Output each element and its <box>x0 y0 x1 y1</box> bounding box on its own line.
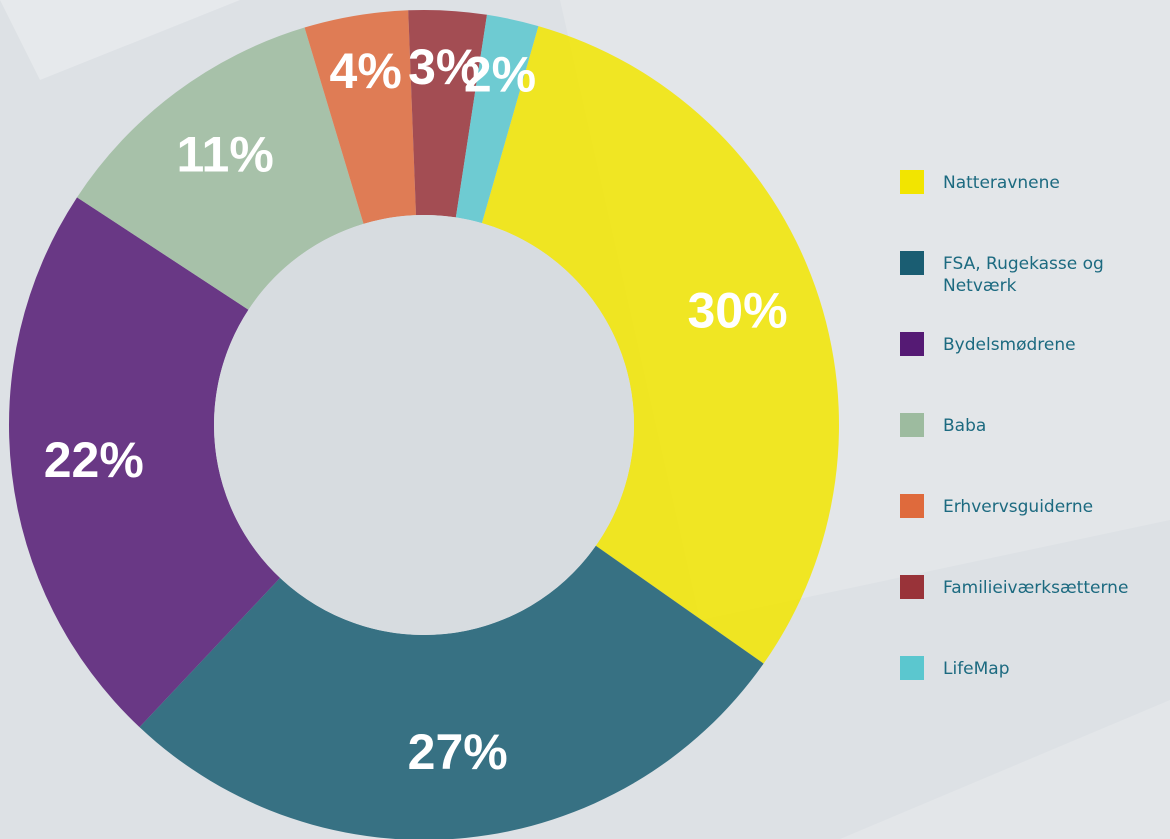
legend-swatch <box>900 656 924 680</box>
donut-hole <box>214 215 634 635</box>
data-label: 4% <box>330 43 402 99</box>
legend-label: Baba <box>943 415 1113 437</box>
legend-swatch <box>900 170 924 194</box>
data-label: 11% <box>176 127 273 183</box>
legend-item: Erhvervsguiderne <box>900 496 1113 518</box>
legend-swatch <box>900 251 924 275</box>
legend-item: FSA, Rugekasse og Netværk <box>900 253 1113 297</box>
legend-label: Bydelsmødrene <box>943 334 1113 356</box>
data-label: 2% <box>464 46 536 102</box>
legend-item: Baba <box>900 415 1113 437</box>
legend-item: Bydelsmødrene <box>900 334 1113 356</box>
background-shape <box>0 0 240 80</box>
legend-label: LifeMap <box>943 658 1113 680</box>
legend-label: Natteravnene <box>943 172 1113 194</box>
legend-swatch <box>900 575 924 599</box>
legend-item: Natteravnene <box>900 172 1113 194</box>
legend-label: Erhvervsguiderne <box>943 496 1113 518</box>
legend-swatch <box>900 332 924 356</box>
legend-item: Familieiværksætterne <box>900 577 1113 599</box>
background-shape <box>840 700 1170 839</box>
data-label: 27% <box>408 724 508 780</box>
data-label: 30% <box>687 282 787 338</box>
legend-swatch <box>900 413 924 437</box>
page: 30%27%22%11%4%3%2% NatteravneneFSA, Ruge… <box>0 0 1170 839</box>
legend-label: FSA, Rugekasse og Netværk <box>943 253 1113 297</box>
data-label: 22% <box>44 432 144 488</box>
legend-label: Familieiværksætterne <box>943 577 1113 599</box>
legend-swatch <box>900 494 924 518</box>
legend-item: LifeMap <box>900 658 1113 680</box>
